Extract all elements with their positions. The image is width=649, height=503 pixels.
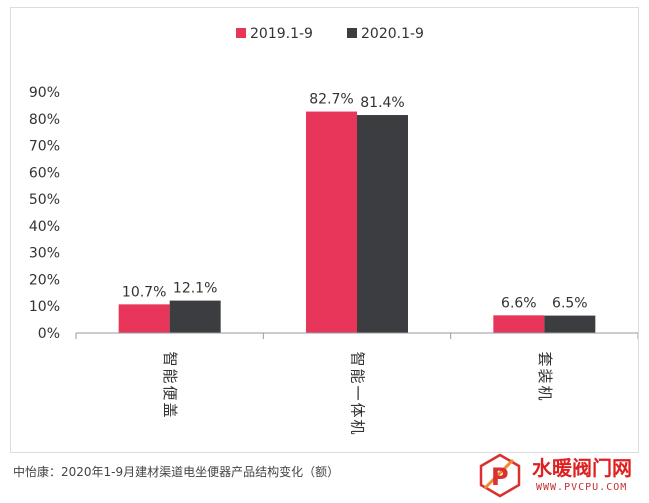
category-char: 机	[349, 419, 367, 434]
bar-chart: 2019.1-9 2020.1-9 0% 10% 20% 30% 40% 50% 60% 70…	[29, 26, 638, 435]
y-tick-label: 50%	[29, 192, 60, 208]
y-tick-label: 30%	[29, 246, 60, 262]
bar-2020.1-9-套装机	[544, 315, 596, 333]
bar-2019.1-9-智能一体机	[306, 111, 357, 333]
data-label: 6.6%	[501, 295, 537, 311]
data-label: 10.7%	[122, 284, 166, 300]
y-tick-label: 0%	[38, 326, 60, 342]
data-label: 82.7%	[309, 92, 353, 108]
y-tick-label: 10%	[29, 299, 60, 315]
category-char: 智	[161, 351, 179, 366]
category-char: 便	[161, 385, 179, 400]
category-char: 盖	[161, 402, 179, 417]
y-tick-label: 70%	[29, 139, 60, 155]
category-char: 能	[349, 368, 367, 383]
chart-caption: 中怡康：2020年1-9月建材渠道电坐便器产品结构变化（额）	[13, 465, 340, 479]
y-tick-label: 80%	[29, 112, 60, 128]
watermark-title: 水暖阀门网	[532, 456, 632, 480]
y-tick-label: 60%	[29, 165, 60, 181]
data-labels: 10.7% 12.1% 82.7% 81.4% 6.6% 6.5%	[122, 92, 588, 312]
x-ticks	[75, 333, 638, 339]
watermark: P 水暖阀门网 WWW.PVCPU.COM	[470, 452, 646, 500]
pvcpu-logo-icon: P	[479, 453, 521, 498]
svg-text:P: P	[491, 463, 509, 491]
legend-swatch-2020	[347, 28, 357, 38]
category-char: 装	[536, 368, 554, 383]
bars	[118, 111, 596, 333]
y-tick-label: 20%	[29, 272, 60, 288]
category-char: 套	[536, 351, 554, 366]
bar-2019.1-9-智能便盖	[118, 304, 170, 333]
category-char: 机	[536, 385, 554, 400]
legend-label-2020: 2020.1-9	[361, 26, 424, 42]
watermark-url: WWW.PVCPU.COM	[536, 482, 628, 493]
y-axis: 0% 10% 20% 30% 40% 50% 60% 70% 80% 90%	[29, 85, 60, 342]
data-label: 81.4%	[360, 95, 404, 111]
bar-2020.1-9-智能便盖	[169, 300, 221, 333]
legend: 2019.1-9 2020.1-9	[236, 26, 424, 42]
category-char: 体	[349, 402, 367, 417]
y-tick-label: 90%	[29, 85, 60, 101]
data-label: 12.1%	[173, 281, 217, 297]
y-tick-label: 40%	[29, 219, 60, 235]
category-char: 智	[349, 351, 367, 366]
category-label: 套装机	[536, 351, 554, 400]
data-label: 6.5%	[552, 296, 588, 312]
category-char: 能	[161, 368, 179, 383]
legend-label-2019: 2019.1-9	[250, 26, 313, 42]
chart-panel: 2019.1-9 2020.1-9 0% 10% 20% 30% 40% 50% 60% 70…	[10, 7, 639, 453]
bar-2020.1-9-智能一体机	[357, 115, 408, 333]
bar-2019.1-9-套装机	[493, 315, 545, 333]
category-char: 一	[349, 385, 367, 400]
legend-swatch-2019	[236, 28, 246, 38]
